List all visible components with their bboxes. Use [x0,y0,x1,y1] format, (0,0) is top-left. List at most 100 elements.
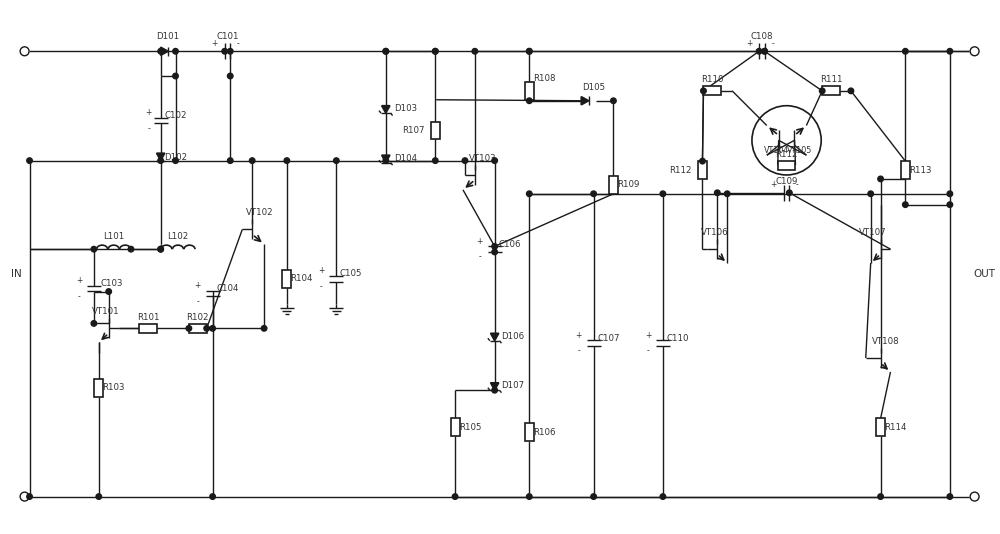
Circle shape [158,246,163,252]
Circle shape [173,49,178,54]
Circle shape [492,388,497,393]
Text: R101: R101 [137,313,160,322]
Circle shape [715,190,720,195]
Text: -: - [771,39,774,48]
Text: C105: C105 [340,270,362,278]
Circle shape [724,191,730,197]
Circle shape [261,326,267,331]
Text: -: - [320,282,323,291]
Text: R110: R110 [701,75,724,84]
Bar [609,176,618,194]
Text: -: - [78,292,80,301]
Circle shape [591,494,596,499]
Bar [822,87,840,95]
Circle shape [701,88,706,93]
Text: C103: C103 [100,279,123,288]
Text: +: + [318,266,325,276]
Circle shape [947,49,953,54]
Circle shape [210,494,215,499]
Text: L102: L102 [167,232,189,241]
Text: VT104: VT104 [764,146,789,155]
Text: D102: D102 [164,153,187,162]
Text: L101: L101 [103,232,124,241]
Circle shape [756,49,762,54]
Bar [451,419,460,436]
Bar [139,324,157,333]
Circle shape [787,190,792,195]
Text: R103: R103 [102,383,125,392]
Circle shape [20,47,29,56]
Circle shape [591,191,596,197]
Circle shape [227,73,233,79]
Circle shape [492,158,497,163]
Text: -: - [237,39,240,48]
Circle shape [947,191,953,197]
Circle shape [492,244,497,249]
Circle shape [527,49,532,54]
Circle shape [27,494,32,499]
Text: R114: R114 [884,423,907,432]
Circle shape [527,494,532,499]
Polygon shape [157,153,165,161]
Circle shape [527,191,532,197]
Circle shape [878,494,883,499]
Circle shape [383,49,389,54]
Text: +: + [211,39,218,48]
Text: R105: R105 [459,423,481,432]
Circle shape [462,158,468,163]
Text: C108: C108 [751,32,773,41]
Text: R104: R104 [290,274,313,284]
Circle shape [452,494,458,499]
Text: -: - [147,124,150,133]
Bar [525,423,534,441]
Circle shape [947,202,953,207]
Text: R102: R102 [187,313,209,322]
Bar [431,122,440,139]
Text: VT102: VT102 [246,208,274,217]
Circle shape [20,492,29,501]
Circle shape [970,47,979,56]
Circle shape [204,326,209,331]
Circle shape [383,158,389,163]
Circle shape [433,49,438,54]
Circle shape [868,191,873,197]
Bar [525,82,534,100]
Text: R109: R109 [617,180,639,190]
Circle shape [158,158,163,163]
Circle shape [91,246,97,252]
Circle shape [660,494,666,499]
Text: -: - [478,253,481,262]
Circle shape [96,494,102,499]
Text: +: + [76,277,82,285]
Text: -: - [647,347,649,356]
Text: +: + [746,39,752,48]
Bar [189,324,207,333]
Circle shape [158,246,163,252]
Bar [703,87,721,95]
Text: R113: R113 [909,166,931,175]
Circle shape [334,158,339,163]
Circle shape [284,158,290,163]
Circle shape [970,492,979,501]
Text: VT107: VT107 [859,228,886,237]
Polygon shape [581,97,589,105]
Polygon shape [491,333,499,341]
Circle shape [752,106,821,175]
Circle shape [660,191,666,197]
Text: OUT: OUT [974,269,996,279]
Circle shape [227,49,233,54]
Text: IN: IN [11,269,22,279]
Circle shape [249,158,255,163]
Text: R112: R112 [775,150,798,159]
Text: +: + [195,281,201,290]
Circle shape [383,49,389,54]
Text: -: - [196,297,199,306]
Text: -: - [577,347,580,356]
Circle shape [27,158,32,163]
Bar [698,161,707,179]
Circle shape [947,494,953,499]
Text: C109: C109 [775,177,798,186]
Text: +: + [146,108,152,117]
Circle shape [762,49,767,54]
Text: VT105: VT105 [787,146,812,155]
